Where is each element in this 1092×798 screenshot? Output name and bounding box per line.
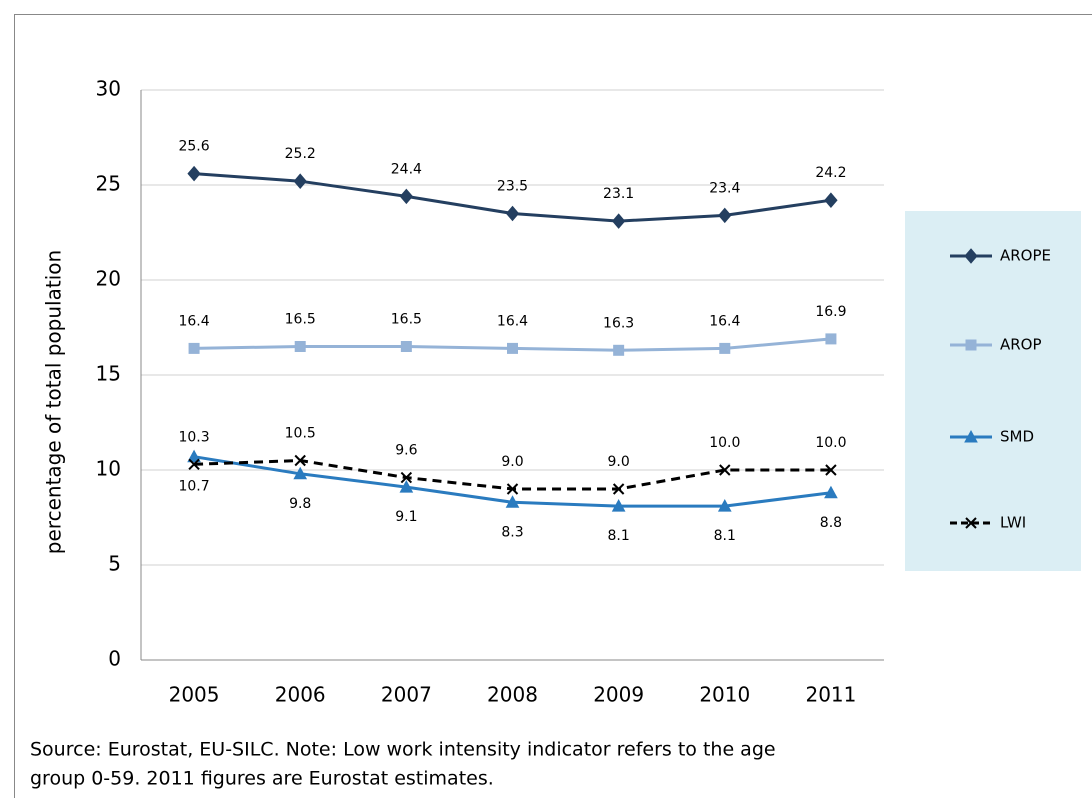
marker: [612, 483, 625, 495]
legend-box: [905, 211, 1081, 571]
marker: [611, 213, 626, 229]
data-label: 9.6: [395, 443, 417, 459]
marker: [719, 464, 731, 476]
data-label: 9.0: [501, 454, 523, 470]
x-tick-label: 2008: [487, 683, 538, 707]
note: group 0-59. 2011 figures are Eurostat es…: [30, 768, 494, 790]
data-label: 23.4: [709, 180, 740, 196]
marker: [507, 342, 518, 354]
y-tick-label: 30: [96, 77, 121, 101]
data-label: 16.4: [497, 313, 528, 329]
data-label: 16.4: [709, 313, 740, 329]
data-label: 16.5: [285, 312, 316, 328]
data-label: 24.2: [815, 165, 846, 181]
x-tick-label: 2011: [805, 683, 856, 707]
y-tick-label: 10: [96, 457, 121, 481]
marker: [188, 342, 200, 354]
frame: [14, 14, 1092, 798]
legend-label: SMD: [1000, 428, 1034, 446]
data-label: 8.8: [820, 515, 842, 531]
x-tick-label: 2006: [275, 683, 326, 707]
x-tick-label: 2009: [593, 683, 644, 707]
data-label: 25.2: [285, 146, 316, 162]
marker: [294, 454, 306, 467]
marker: [505, 495, 520, 508]
marker: [293, 466, 308, 480]
note: Source: Eurostat, EU-SILC. Note: Low wor…: [30, 739, 776, 761]
data-label: 16.9: [815, 304, 846, 320]
marker: [718, 207, 732, 224]
data-label: 9.1: [395, 509, 417, 525]
y-tick-label: 20: [96, 267, 121, 291]
data-label: 10.5: [285, 426, 316, 442]
marker: [611, 499, 626, 512]
x-tick-label: 2005: [169, 683, 220, 707]
legend-label: AROPE: [1000, 247, 1051, 265]
data-label: 25.6: [178, 139, 209, 155]
marker: [293, 173, 307, 189]
data-label: 9.0: [608, 454, 630, 470]
marker: [294, 341, 306, 352]
marker: [965, 339, 977, 351]
data-label: 23.1: [603, 186, 634, 202]
marker: [505, 205, 520, 222]
marker: [964, 248, 978, 264]
marker: [506, 483, 519, 495]
data-label: 10.3: [178, 429, 209, 445]
marker: [964, 429, 978, 443]
marker: [825, 464, 837, 476]
marker: [613, 344, 625, 356]
y-tick-label: 15: [96, 362, 121, 386]
data-label: 16.3: [603, 315, 634, 331]
legend-label: LWI: [1000, 514, 1026, 532]
marker: [400, 471, 413, 484]
data-label: 8.1: [608, 528, 630, 544]
x-tick-label: 2007: [381, 683, 432, 707]
data-label: 10.7: [178, 479, 209, 495]
legend-label: AROP: [1000, 336, 1042, 354]
marker: [399, 188, 414, 205]
y-tick-label: 0: [108, 647, 121, 671]
data-label: 24.4: [391, 161, 422, 177]
marker: [965, 517, 977, 529]
x-tick-label: 2010: [699, 683, 750, 707]
data-label: 8.1: [714, 528, 736, 544]
data-label: 8.3: [501, 524, 523, 540]
y-tick-label: 5: [108, 552, 121, 576]
marker: [824, 192, 838, 208]
marker: [400, 341, 412, 352]
data-label: 10.0: [815, 435, 846, 451]
marker: [399, 480, 414, 493]
marker: [824, 485, 838, 499]
data-label: 16.4: [178, 313, 209, 329]
data-label: 23.5: [497, 179, 528, 195]
data-label: 9.8: [289, 496, 311, 512]
marker: [717, 499, 732, 512]
data-label: 16.5: [391, 312, 422, 328]
marker: [825, 333, 837, 345]
marker: [187, 165, 201, 182]
data-label: 10.0: [709, 435, 740, 451]
y-axis-label: percentage of total population: [42, 250, 66, 554]
marker: [187, 449, 201, 463]
y-tick-label: 25: [96, 172, 121, 196]
marker: [188, 458, 200, 471]
marker: [719, 342, 731, 354]
